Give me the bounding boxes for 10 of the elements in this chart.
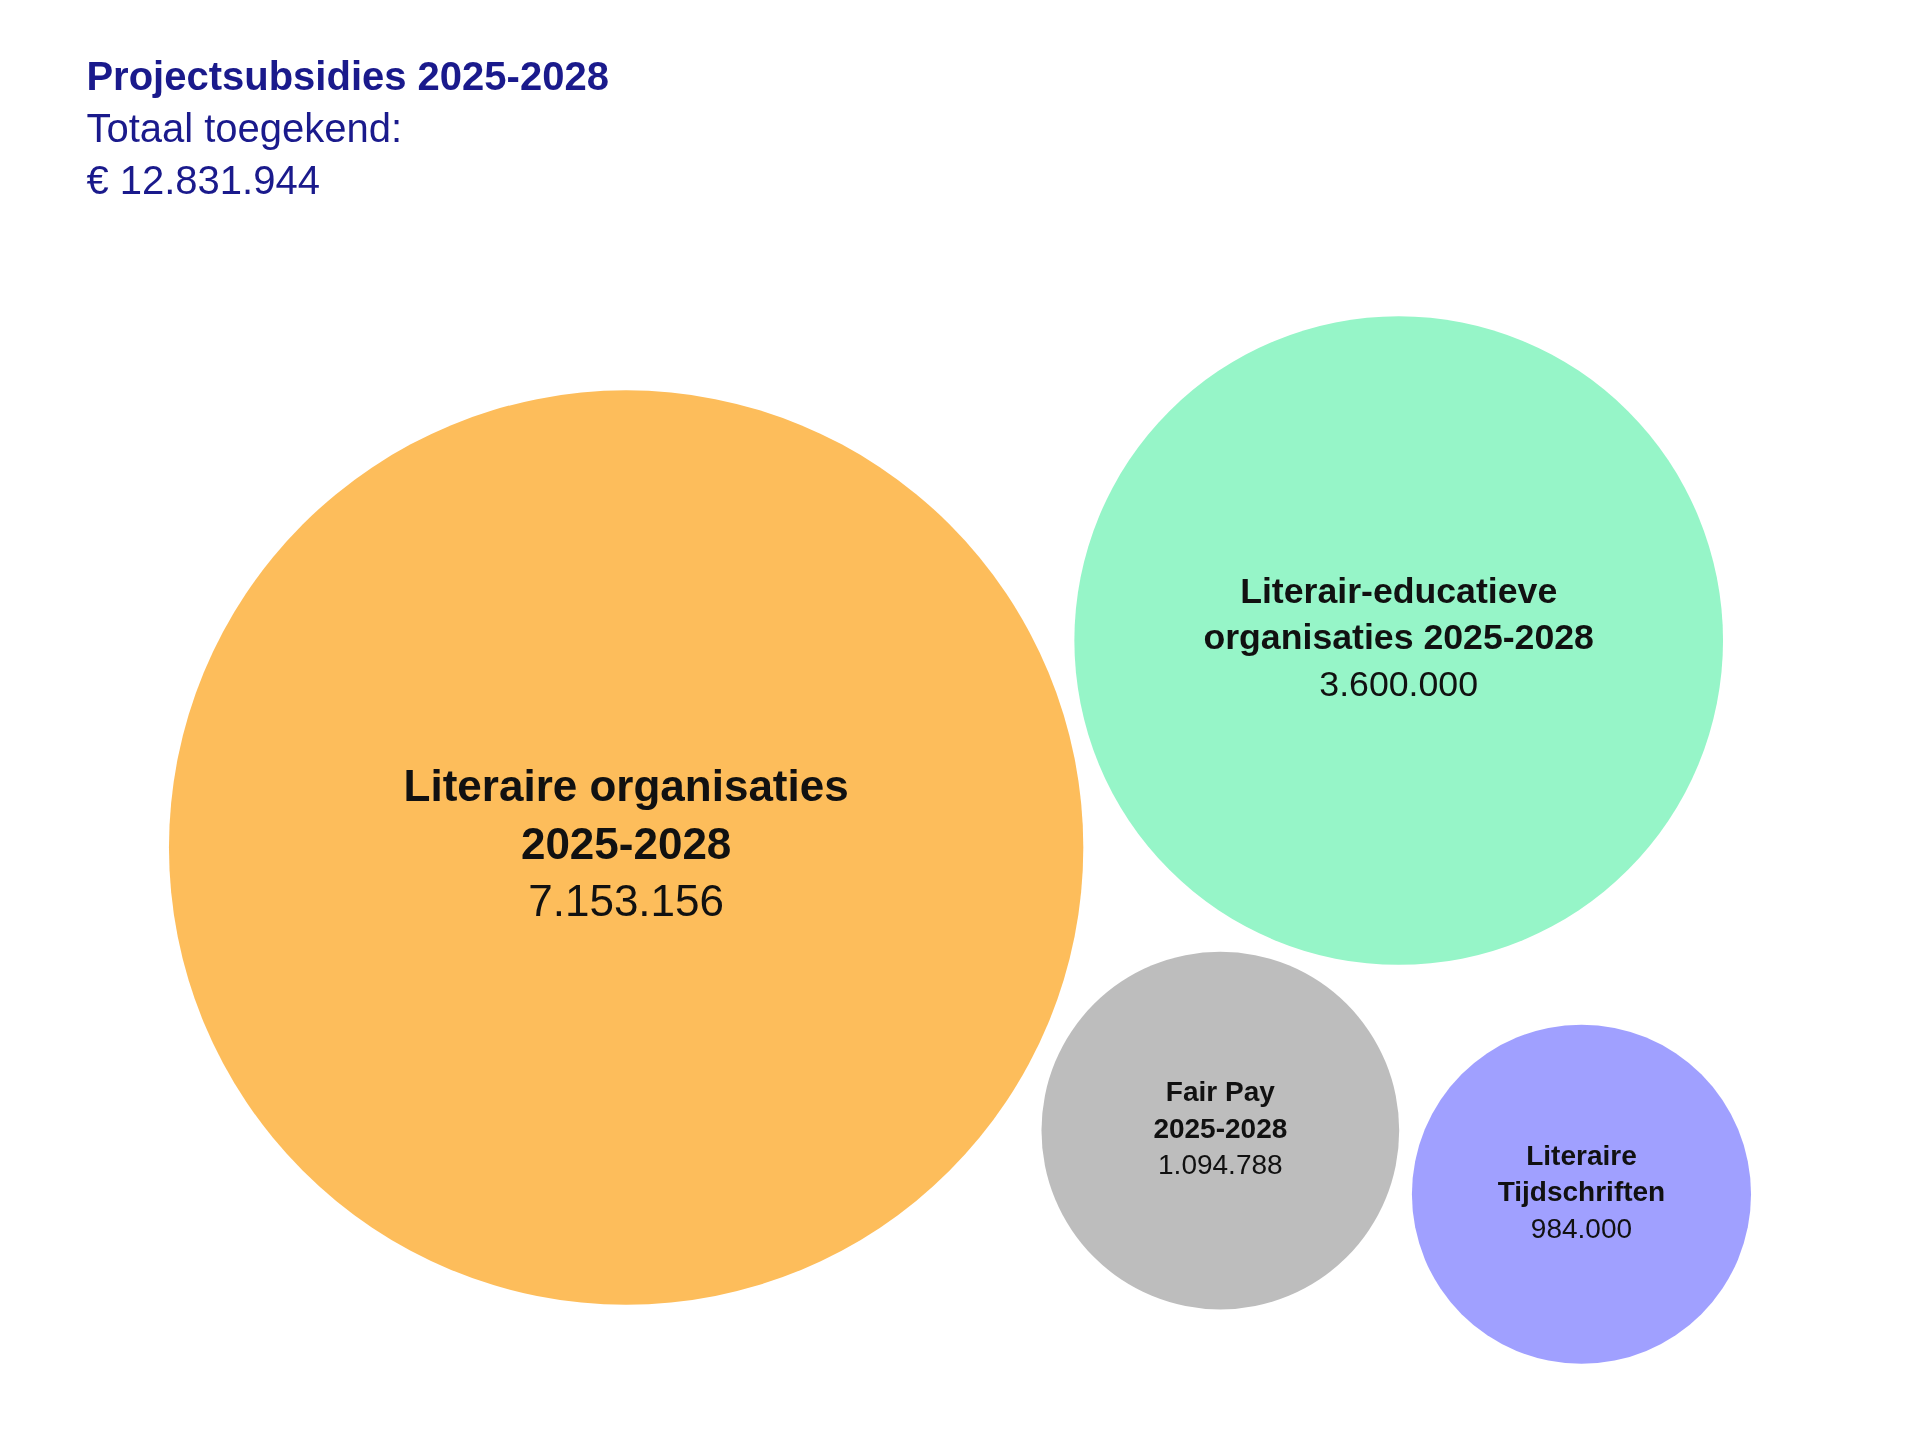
data-label: 3.600.000 xyxy=(1319,663,1479,704)
category-label: Literair-educatieve organisaties 2025-2028 xyxy=(1203,571,1594,658)
text: Totaal toegekend: € 12.831.944 xyxy=(86,106,403,202)
data-label: 1.094.788 xyxy=(1158,1148,1283,1180)
category-label: Literaire Tijdschriften xyxy=(1497,1139,1666,1208)
category-label: Literaire organisaties 2025-2028 xyxy=(403,761,849,868)
category-label: Fair Pay 2025-2028 xyxy=(1153,1076,1288,1144)
data-label: 7.153.156 xyxy=(528,875,725,925)
text: Projectsubsidies 2025-2028 xyxy=(86,54,609,98)
data-label: 984.000 xyxy=(1530,1212,1633,1244)
